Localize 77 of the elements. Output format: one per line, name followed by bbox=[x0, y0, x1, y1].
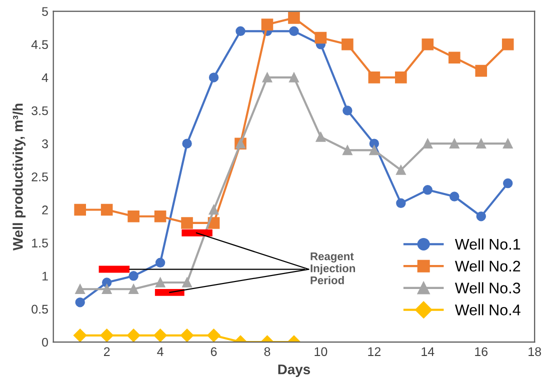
point bbox=[289, 72, 299, 82]
y-tick-label: 1 bbox=[42, 272, 48, 280]
point bbox=[476, 211, 486, 222]
x-axis-title: Days bbox=[278, 364, 310, 378]
legend-label: Well No.1 bbox=[454, 238, 520, 250]
point bbox=[128, 271, 138, 281]
point bbox=[369, 145, 380, 156]
y-tick-label: 0 bbox=[42, 338, 48, 347]
point bbox=[75, 297, 85, 308]
point bbox=[155, 258, 166, 268]
x-tick-label: 6 bbox=[210, 347, 217, 356]
point bbox=[100, 204, 113, 216]
legend-label: Well No.3 bbox=[454, 282, 520, 294]
x-tick-label: 2 bbox=[104, 347, 110, 356]
y-tick-label: 3 bbox=[42, 139, 48, 148]
point bbox=[450, 138, 460, 148]
point bbox=[288, 12, 300, 24]
legend-label: Well No.4 bbox=[454, 304, 520, 316]
point bbox=[182, 278, 192, 288]
point bbox=[396, 165, 406, 175]
y-tick-label: 1.5 bbox=[32, 238, 48, 248]
point bbox=[208, 204, 219, 215]
point bbox=[74, 204, 86, 216]
point bbox=[181, 217, 193, 229]
y-tick-label: 2 bbox=[42, 206, 48, 214]
y-tick-label: 3.5 bbox=[32, 106, 48, 116]
y-tick-label: 5 bbox=[42, 7, 48, 16]
legend-label: Well No.2 bbox=[454, 260, 520, 272]
point bbox=[236, 26, 246, 36]
point bbox=[503, 178, 513, 188]
point bbox=[74, 328, 87, 342]
x-tick-label: 18 bbox=[528, 347, 542, 356]
point bbox=[316, 132, 326, 142]
point bbox=[396, 198, 406, 208]
point bbox=[128, 210, 140, 222]
point bbox=[502, 38, 514, 50]
point bbox=[450, 192, 460, 202]
y-axis-title: Well productivity, m³/h bbox=[12, 104, 26, 250]
point bbox=[475, 64, 488, 77]
point bbox=[503, 138, 513, 148]
point bbox=[102, 284, 112, 294]
y-tick-label: 0.5 bbox=[32, 304, 48, 314]
x-tick-label: 4 bbox=[157, 347, 164, 356]
point bbox=[395, 72, 407, 84]
point bbox=[128, 284, 138, 294]
point bbox=[261, 18, 274, 30]
x-tick-label: 14 bbox=[422, 347, 434, 356]
point bbox=[154, 210, 166, 222]
point bbox=[75, 284, 85, 294]
point bbox=[207, 328, 220, 342]
point bbox=[180, 328, 194, 342]
point bbox=[100, 328, 114, 342]
point bbox=[126, 328, 140, 342]
point bbox=[368, 72, 380, 84]
point bbox=[342, 38, 354, 50]
point bbox=[448, 52, 460, 64]
point bbox=[182, 138, 192, 148]
point bbox=[154, 328, 167, 342]
y-tick-label: 2.5 bbox=[32, 172, 48, 182]
point bbox=[422, 138, 433, 148]
x-tick-label: 12 bbox=[368, 347, 381, 356]
point bbox=[262, 72, 272, 82]
point bbox=[342, 106, 352, 116]
x-tick-label: 8 bbox=[264, 347, 270, 356]
annotation: Reagent Injection Period bbox=[310, 252, 356, 284]
point bbox=[314, 32, 327, 44]
point bbox=[342, 145, 352, 156]
y-tick-label: 4.5 bbox=[31, 40, 48, 50]
point bbox=[155, 278, 166, 288]
point bbox=[208, 72, 219, 82]
y-tick-label: 4 bbox=[42, 73, 48, 82]
point bbox=[476, 138, 486, 148]
x-tick-label: 10 bbox=[314, 347, 328, 356]
x-tick-label: 16 bbox=[475, 347, 488, 356]
point bbox=[422, 185, 433, 195]
point bbox=[422, 38, 434, 50]
point bbox=[289, 26, 299, 36]
